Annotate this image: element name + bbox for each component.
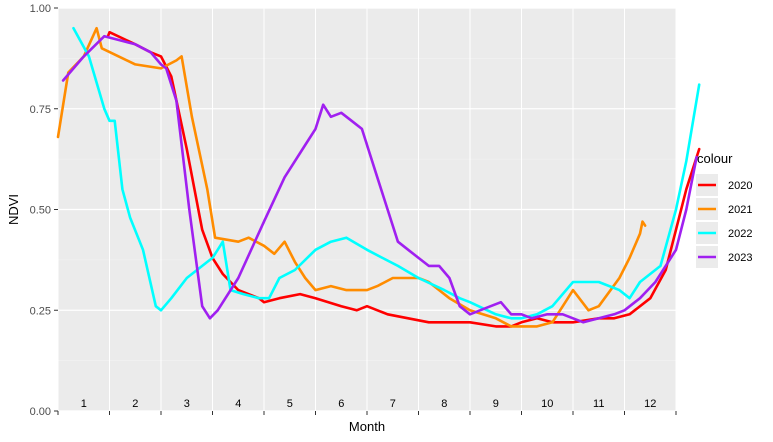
- y-tick-label: 0.00: [30, 406, 51, 418]
- month-label: 5: [287, 398, 293, 410]
- month-label: 11: [593, 398, 604, 410]
- month-label: 7: [390, 398, 396, 410]
- x-axis-title: Month: [349, 419, 385, 434]
- y-tick-label: 0.25: [30, 305, 51, 317]
- y-tick-label: 0.75: [30, 104, 51, 116]
- month-label: 8: [441, 398, 447, 410]
- legend-label-2021: 2021: [728, 204, 752, 216]
- x-axis: 1 2 3 4 5 6 7 8 9 10 11 12: [57, 398, 677, 415]
- legend-label-2023: 2023: [728, 252, 752, 264]
- legend-label-2020: 2020: [728, 180, 752, 192]
- month-label: 9: [493, 398, 499, 410]
- month-label: 4: [235, 398, 241, 410]
- y-tick-label: 0.50: [30, 205, 51, 217]
- series-lines: [56, 26, 701, 328]
- series-line-2023: [61, 34, 698, 324]
- month-label: 2: [132, 398, 138, 410]
- legend: colour 2020 2021 2022 2023: [696, 151, 752, 268]
- y-tick-label: 1.00: [30, 3, 51, 15]
- month-label: 6: [338, 398, 344, 410]
- series-line-2022: [72, 26, 701, 320]
- month-label: 12: [644, 398, 656, 410]
- month-label: 3: [184, 398, 190, 410]
- month-label: 1: [81, 398, 87, 410]
- series-line-2020: [106, 30, 701, 328]
- legend-label-2022: 2022: [728, 228, 752, 240]
- series-line-2021: [56, 26, 647, 328]
- y-axis: 0.00 0.25 0.50 0.75 1.00: [30, 3, 58, 418]
- y-axis-title: NDVI: [6, 194, 21, 225]
- month-label: 10: [541, 398, 553, 410]
- legend-title: colour: [697, 151, 733, 166]
